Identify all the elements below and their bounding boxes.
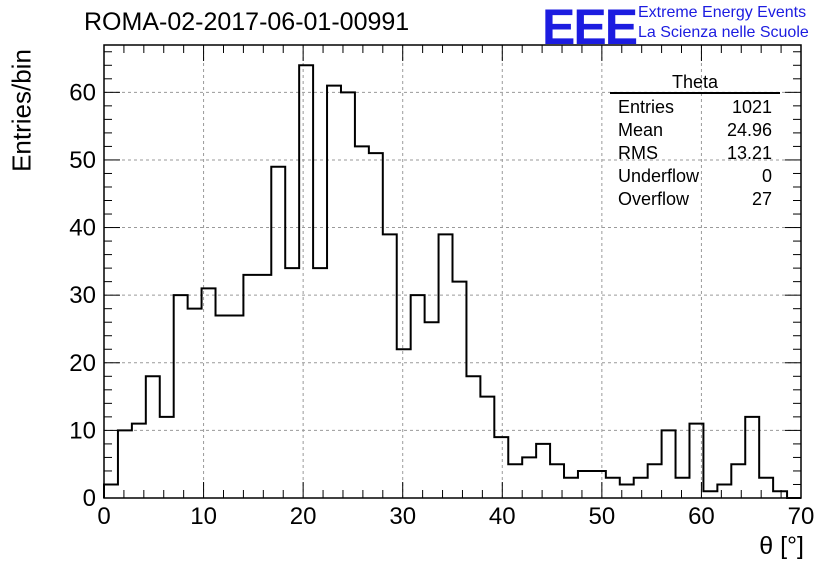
stats-row-overflow: Overflow 27: [608, 188, 780, 211]
logo-line-1: Extreme Energy Events: [638, 4, 807, 21]
run-title: ROMA-02-2017-06-01-00991: [84, 8, 410, 36]
plot-frame: [103, 44, 802, 499]
grid-lines: [103, 45, 802, 499]
x-tick-label: 40: [489, 503, 516, 530]
y-tick-label: 40: [69, 215, 96, 242]
stats-label: RMS: [618, 143, 658, 163]
x-axis-label: θ [°]: [759, 532, 804, 560]
stats-value: 13.21: [726, 143, 772, 163]
eee-logo: EEE: [542, 0, 638, 55]
y-axis-label: Entries/bin: [6, 49, 37, 172]
x-tick-label: 20: [290, 503, 317, 530]
stats-row-underflow: Underflow 0: [608, 165, 780, 188]
stats-value: 0: [761, 166, 772, 186]
x-tick-label: 60: [688, 503, 715, 530]
logo-line-2: La Scienza nelle Scuole: [638, 24, 809, 41]
y-tick-label: 10: [69, 417, 96, 444]
stats-box: Theta Entries 1021 Mean 24.96 RMS 13.21 Und…: [608, 72, 780, 211]
stats-row-entries: Entries 1021: [608, 96, 780, 119]
x-tick-label: 10: [190, 503, 217, 530]
stats-value: 24.96: [726, 120, 772, 140]
stats-label: Underflow: [618, 166, 700, 186]
x-tick-label: 30: [389, 503, 416, 530]
y-tick-label: 0: [83, 485, 96, 512]
stats-value: 27: [751, 189, 772, 209]
stats-title: Theta: [610, 72, 780, 94]
y-tick-label: 60: [69, 79, 96, 106]
tick-labels: 0 10 20 30 40 50 60 70 0 10 20 30 40 50 60: [69, 79, 814, 530]
x-tick-label: 70: [788, 503, 815, 530]
histogram-outline: [103, 64, 801, 499]
stats-label: Overflow: [618, 189, 690, 209]
stats-row-rms: RMS 13.21: [608, 142, 780, 165]
y-tick-label: 20: [69, 350, 96, 377]
y-tick-label: 30: [69, 282, 96, 309]
axis-ticks: [103, 45, 802, 499]
y-tick-label: 50: [69, 147, 96, 174]
x-tick-label: 0: [97, 503, 110, 530]
x-tick-label: 50: [589, 503, 616, 530]
stats-label: Mean: [618, 120, 664, 140]
stats-value: 1021: [731, 97, 772, 117]
stats-label: Entries: [618, 97, 675, 117]
stats-row-mean: Mean 24.96: [608, 119, 780, 142]
